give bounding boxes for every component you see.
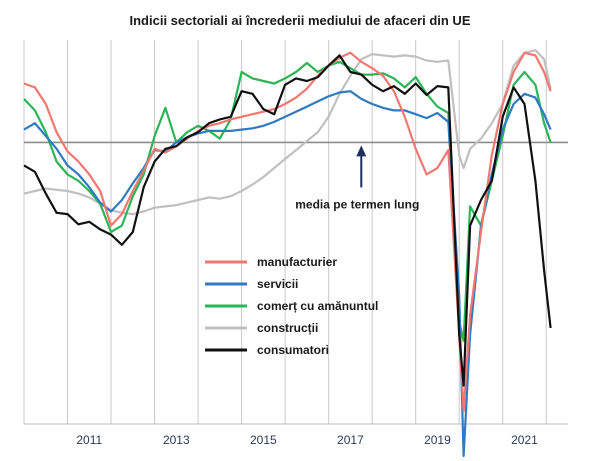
legend-label: construcții (257, 321, 318, 335)
annotation-arrowhead-icon (356, 145, 367, 157)
x-tick-label: 2021 (511, 433, 538, 447)
annotation-label: media pe termen lung (295, 197, 419, 211)
x-tick-label: 2017 (337, 433, 364, 447)
legend: manufacturier servicii comerț cu amănuntul… (205, 255, 378, 357)
series-line-4 (23, 54, 552, 387)
x-axis-ticks: 2011 2013 2015 2017 2019 2021 (76, 433, 538, 447)
x-tick-label: 2015 (250, 433, 277, 447)
x-tick-label: 2013 (163, 433, 190, 447)
legend-label: manufacturier (257, 255, 337, 269)
series-lines (23, 49, 552, 458)
legend-label: comerț cu amănuntul (257, 299, 378, 313)
series-line-2 (23, 60, 552, 342)
series-line-0 (23, 51, 552, 413)
legend-label: consumatori (257, 343, 329, 357)
legend-label: servicii (257, 277, 298, 291)
series-line-1 (23, 90, 552, 458)
x-tick-label: 2011 (76, 433, 102, 447)
chart-title: Indicii sectoriali ai încrederii mediulu… (130, 13, 471, 28)
series-line-3 (23, 49, 552, 216)
annotation: media pe termen lung (295, 145, 419, 211)
x-tick-label: 2019 (424, 433, 451, 447)
